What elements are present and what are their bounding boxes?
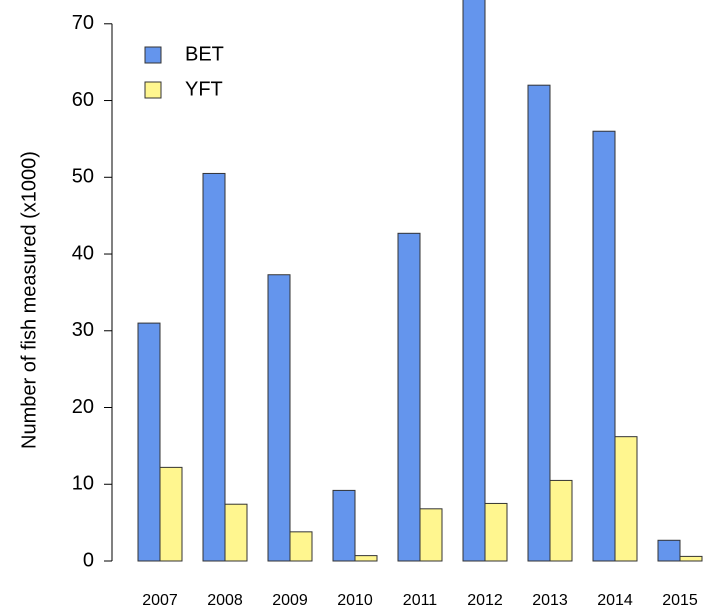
bar <box>267 274 291 562</box>
y-tick-label: 50 <box>72 166 94 188</box>
x-tick-label: 2013 <box>532 592 568 609</box>
bar <box>679 555 703 562</box>
bar <box>614 436 638 562</box>
x-tick-label: 2011 <box>403 592 438 609</box>
bar <box>202 172 226 562</box>
x-tick-label: 2010 <box>337 592 373 609</box>
bar <box>484 502 508 562</box>
x-tick-label: 2009 <box>272 592 308 609</box>
x-tick-label: 2012 <box>467 592 503 609</box>
x-tick-label: 2008 <box>207 592 243 609</box>
bar <box>419 508 443 562</box>
y-tick-label: 40 <box>72 242 94 264</box>
y-tick-label: 20 <box>72 396 94 418</box>
y-tick-label: 10 <box>72 473 94 495</box>
legend-swatch <box>144 46 162 64</box>
x-tick-label: 2014 <box>597 592 633 609</box>
bar <box>397 232 421 562</box>
y-tick-label: 60 <box>72 89 94 111</box>
x-tick-label: 2015 <box>662 592 698 609</box>
bar <box>592 130 616 562</box>
bar <box>462 0 486 562</box>
plot-area <box>137 0 703 562</box>
bar <box>549 479 573 562</box>
legend-label: BET <box>185 43 224 65</box>
y-tick-label: 30 <box>72 319 94 341</box>
bar <box>354 555 378 562</box>
y-axis-title: Number of fish measured (x1000) <box>18 151 40 449</box>
legend-swatch <box>144 81 162 99</box>
y-tick-label: 70 <box>72 12 94 34</box>
bar <box>657 539 681 562</box>
y-tick-label: 0 <box>83 549 94 571</box>
bar <box>137 322 161 562</box>
bar <box>527 84 551 562</box>
bar <box>289 531 313 562</box>
bar <box>224 503 248 562</box>
legend-label: YFT <box>185 78 223 100</box>
bar <box>332 489 356 562</box>
x-tick-label: 2007 <box>142 592 178 609</box>
bar <box>159 466 183 562</box>
